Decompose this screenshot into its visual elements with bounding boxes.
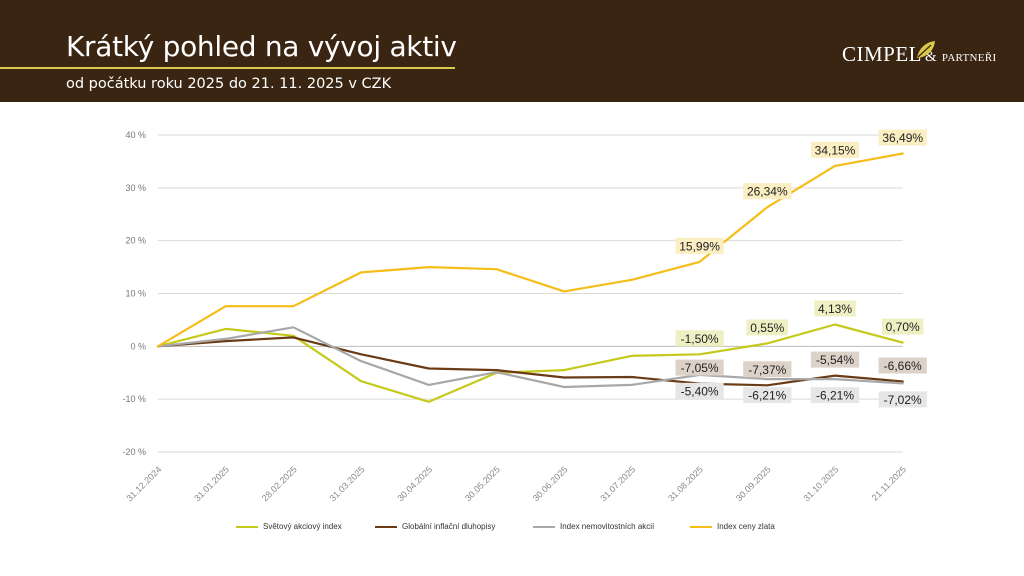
y-tick-label: 20 % — [125, 236, 146, 246]
x-tick-label: 31.12.2024 — [124, 464, 163, 503]
logo-main-text: CIMPEL — [842, 42, 923, 66]
legend-item: Světový akciový index — [236, 522, 342, 531]
data-label-bg — [743, 387, 792, 404]
data-label-bg — [675, 382, 724, 399]
data-label-bg — [746, 319, 789, 336]
legend-label: Index ceny zlata — [717, 522, 775, 531]
data-label: -7,02% — [884, 393, 922, 407]
legend-item: Index nemovitostních akcií — [533, 522, 654, 531]
y-tick-label: 30 % — [125, 183, 146, 193]
legend-swatch — [690, 525, 712, 528]
data-label: 4,13% — [818, 302, 852, 316]
data-label-bg — [810, 351, 860, 368]
data-label: -6,21% — [816, 389, 854, 403]
data-label: 15,99% — [679, 239, 720, 253]
y-tick-label: -10 % — [122, 394, 146, 404]
data-label: -6,66% — [884, 359, 922, 373]
title-underline — [0, 67, 455, 69]
page-subtitle: od počátku roku 2025 do 21. 11. 2025 v C… — [66, 76, 392, 92]
x-tick-label: 30.09.2025 — [734, 464, 773, 503]
y-tick-label: 40 % — [125, 130, 146, 140]
legend-item: Index ceny zlata — [690, 522, 775, 531]
legend-label: Index nemovitostních akcií — [560, 522, 655, 531]
x-tick-label: 31.01.2025 — [192, 464, 231, 503]
page-title: Krátký pohled na vývoj aktiv — [66, 30, 457, 63]
legend-item: Globální inflační dluhopisy — [375, 522, 495, 531]
data-label: -6,21% — [748, 389, 786, 403]
x-tick-label: 21.11.2025 — [870, 464, 908, 502]
data-label: 26,34% — [747, 185, 788, 199]
x-tick-label: 31.03.2025 — [328, 464, 367, 503]
x-tick-label: 31.10.2025 — [801, 464, 840, 503]
legend-swatch — [375, 525, 397, 528]
y-tick-label: 10 % — [125, 289, 146, 299]
y-tick-label: -20 % — [122, 447, 146, 457]
legend-swatch — [533, 525, 555, 528]
company-logo: CIMPEL & PARTNEŘI — [842, 42, 996, 67]
x-tick-label: 30.06.2025 — [531, 464, 570, 503]
data-label-bg — [881, 318, 924, 335]
x-tick-label: 28.02.2025 — [260, 464, 299, 503]
x-tick-label: 31.07.2025 — [598, 464, 637, 503]
logo-small-text: PARTNEŘI — [941, 52, 997, 64]
data-label: 0,55% — [750, 321, 784, 335]
data-label-bg — [878, 391, 927, 408]
series-line — [156, 336, 904, 387]
logo-ampersand: & — [925, 49, 938, 65]
chart-legend: Světový akciový index Globální inflační d… — [0, 522, 1024, 538]
legend-swatch — [236, 525, 258, 528]
series-line — [156, 323, 904, 403]
y-tick-label: 0 % — [130, 341, 146, 351]
data-label-bg — [878, 357, 927, 374]
series-line — [156, 326, 904, 389]
series-line — [156, 152, 904, 348]
data-label-bg — [675, 237, 724, 254]
asset-performance-chart: 40 % 30 % 20 % 10 % 0 % -10 % -20 % 31.12.2024 3… — [122, 129, 927, 503]
data-label-bg — [743, 183, 792, 200]
data-label: 0,70% — [886, 320, 920, 334]
data-label: -5,54% — [816, 353, 854, 367]
data-label-bg — [814, 300, 856, 317]
data-label: -1,50% — [681, 332, 719, 346]
header-bar: Krátký pohled na vývoj aktiv od počátku … — [0, 0, 1024, 102]
data-label: -7,37% — [748, 363, 786, 377]
x-tick-label: 30.04.2025 — [395, 464, 434, 503]
data-label-bg — [810, 141, 860, 158]
leaf-icon — [917, 41, 935, 58]
data-label-bg — [675, 330, 724, 347]
data-label-bg — [743, 361, 792, 378]
data-label-bg — [878, 129, 927, 146]
data-label: -5,40% — [681, 384, 719, 398]
x-tick-label: 31.08.2025 — [666, 464, 705, 503]
data-label-bg — [810, 387, 860, 404]
legend-label: Světový akciový index — [263, 522, 342, 531]
data-label-bg — [675, 359, 724, 376]
data-label: 36,49% — [882, 131, 923, 145]
legend-label: Globální inflační dluhopisy — [402, 522, 496, 531]
x-tick-label: 30.05.2025 — [463, 464, 502, 503]
data-label: 34,15% — [815, 143, 856, 157]
data-label: -7,05% — [681, 361, 719, 375]
